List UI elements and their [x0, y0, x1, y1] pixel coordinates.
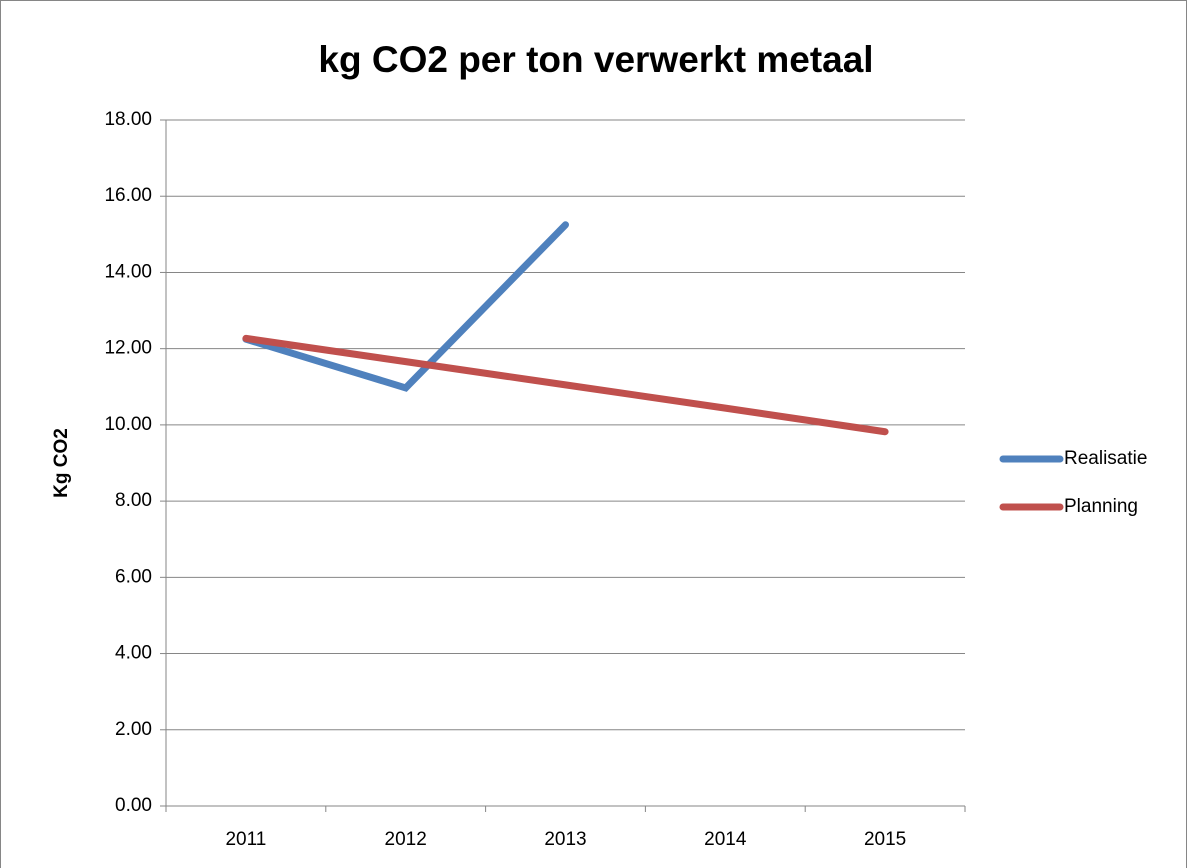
chart-title: kg CO2 per ton verwerkt metaal [318, 39, 873, 80]
legend-label: Planning [1064, 496, 1138, 517]
x-tick-label: 2014 [704, 829, 747, 850]
line-series [242, 221, 569, 392]
y-tick-label: 14.00 [104, 261, 152, 282]
legend-label: Realisatie [1064, 448, 1147, 469]
y-tick-label: 0.00 [115, 795, 152, 816]
y-tick-label: 12.00 [104, 338, 152, 359]
y-axis-label: Kg CO2 [51, 428, 72, 498]
y-tick-label: 4.00 [115, 643, 152, 664]
x-tick-label: 2012 [385, 829, 427, 850]
y-tick-label: 2.00 [115, 719, 152, 740]
x-tick-label: 2011 [225, 829, 266, 850]
y-tick-label: 10.00 [104, 414, 152, 435]
y-tick-label: 8.00 [115, 490, 152, 511]
y-tick-label: 6.00 [115, 566, 152, 587]
x-tick-label: 2013 [544, 829, 586, 850]
y-tick-label: 16.00 [104, 185, 152, 206]
y-tick-label: 18.00 [104, 109, 152, 130]
line-series [242, 334, 889, 436]
x-tick-label: 2015 [864, 829, 906, 850]
